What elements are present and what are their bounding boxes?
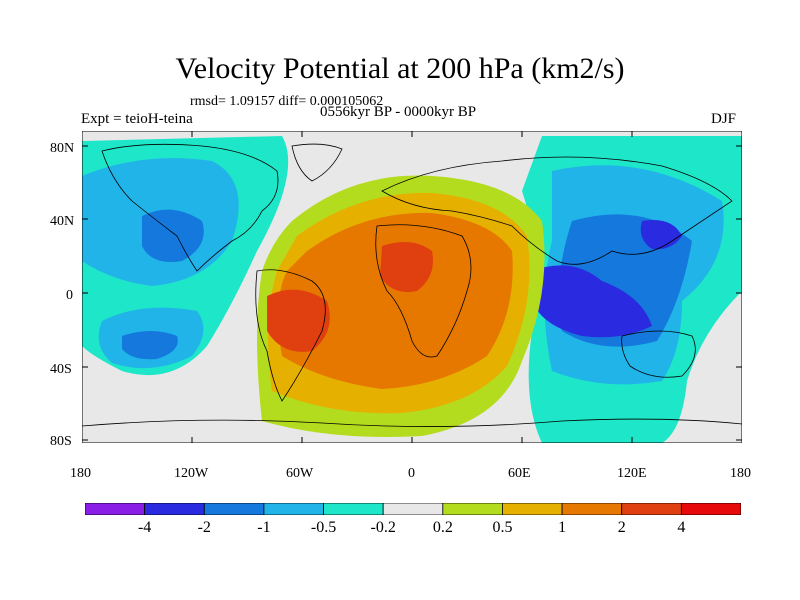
lat-tick-40n: 40N	[50, 214, 75, 229]
colorbar-label: 0.2	[432, 519, 453, 536]
velocity-potential-map	[82, 131, 742, 443]
lon-tick-60w: 60W	[286, 466, 314, 481]
lon-tick-60e: 60E	[508, 466, 531, 481]
coastlines	[82, 143, 742, 427]
coastline-greenland	[291, 143, 343, 182]
colorbar-label: -1	[257, 519, 271, 536]
coastline-australia	[621, 330, 696, 378]
lon-tick-180-right: 180	[730, 466, 751, 481]
colorbar	[85, 503, 741, 515]
colorbar-swatch	[85, 503, 146, 515]
map-title: Velocity Potential at 200 hPa (km2/s)	[175, 52, 625, 85]
lon-tick-0: 0	[408, 466, 415, 481]
coastline-south-america	[255, 269, 326, 402]
contour-region-strong-positive-amazon	[267, 289, 330, 352]
period-label: 0556kyr BP - 0000kyr BP	[320, 104, 477, 120]
lon-tick-120w: 120W	[174, 466, 209, 481]
season-label: DJF	[711, 111, 737, 127]
colorbar-label: -0.2	[370, 519, 396, 536]
colorbar-swatch	[561, 503, 623, 515]
stats-text: rmsd= 1.09157 diff= 0.000105062	[190, 94, 384, 109]
lat-tick-80n: 80N	[50, 141, 75, 156]
colorbar-label: 1	[558, 519, 567, 536]
colorbar-label: 0.5	[492, 519, 513, 536]
experiment-label: Expt = teioH-teina	[81, 111, 193, 127]
axis-ticks	[82, 131, 742, 443]
lon-tick-120e: 120E	[617, 466, 647, 481]
colorbar-swatch	[382, 503, 444, 515]
contour-region-negative-west	[142, 209, 204, 262]
lat-tick-0: 0	[66, 288, 73, 303]
contour-region-strong-negative-east	[532, 265, 652, 338]
colorbar-swatch	[680, 503, 741, 515]
lon-tick-180-left: 180	[70, 466, 91, 481]
colorbar-label: -2	[197, 519, 211, 536]
contour-region-strong-positive-africa	[380, 242, 433, 292]
coastline-eurasia	[381, 156, 733, 265]
colorbar-swatch	[323, 503, 384, 515]
colorbar-swatch	[442, 503, 503, 515]
coastline-africa	[375, 224, 472, 358]
colorbar-label: 2	[617, 519, 626, 536]
lat-tick-40s: 40S	[50, 362, 72, 377]
contour-region-negative-south	[122, 331, 178, 360]
colorbar-swatch	[144, 503, 205, 515]
colorbar-swatch	[502, 503, 563, 515]
colorbar-swatch	[621, 503, 682, 515]
colorbar-label: 4	[677, 519, 686, 536]
colorbar-swatch	[203, 503, 265, 515]
colorbar-label: -0.5	[310, 519, 337, 536]
colorbar-swatch	[263, 503, 324, 515]
colorbar-label: -4	[137, 519, 152, 536]
coastline-north-america	[101, 143, 279, 272]
coastline-antarctica	[82, 418, 742, 427]
contour-region-strong-negative-japan	[640, 220, 682, 250]
lat-tick-80s: 80S	[50, 434, 72, 449]
